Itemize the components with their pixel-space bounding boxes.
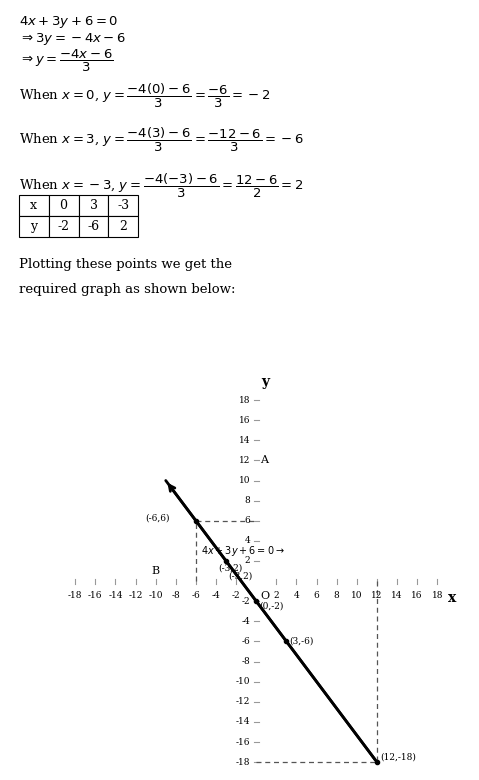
Text: 2: 2 [245, 556, 250, 566]
Text: -2: -2 [232, 591, 240, 600]
Text: (12,-18): (12,-18) [380, 753, 416, 761]
Text: -18: -18 [68, 591, 82, 600]
Text: -3: -3 [117, 199, 129, 212]
Text: O: O [260, 591, 269, 601]
Text: 3: 3 [90, 199, 98, 212]
Text: B: B [152, 566, 160, 576]
Text: 0: 0 [59, 199, 68, 212]
Text: 12: 12 [239, 456, 250, 465]
Text: When $x = 3$, $y = \dfrac{-4(3) - 6}{3} = \dfrac{-12 - 6}{3} = -6$: When $x = 3$, $y = \dfrac{-4(3) - 6}{3} … [19, 126, 304, 154]
Text: -8: -8 [171, 591, 180, 600]
Text: -6: -6 [241, 637, 250, 646]
FancyBboxPatch shape [19, 216, 49, 237]
Text: -4: -4 [241, 617, 250, 626]
Text: $\Rightarrow y = \dfrac{-4x - 6}{3}$: $\Rightarrow y = \dfrac{-4x - 6}{3}$ [19, 48, 113, 74]
Text: 10: 10 [351, 591, 363, 600]
Text: -12: -12 [128, 591, 143, 600]
Text: -4: -4 [212, 591, 220, 600]
FancyBboxPatch shape [79, 216, 108, 237]
Text: -12: -12 [236, 697, 250, 707]
Text: -8: -8 [241, 657, 250, 666]
FancyBboxPatch shape [49, 216, 79, 237]
Text: -14: -14 [108, 591, 123, 600]
Text: 16: 16 [239, 416, 250, 424]
Text: 10: 10 [239, 476, 250, 485]
Text: 2: 2 [119, 220, 127, 233]
Text: 6: 6 [314, 591, 319, 600]
Text: -18: -18 [236, 757, 250, 767]
Text: When $x = 0$, $y = \dfrac{-4(0) - 6}{3} = \dfrac{-6}{3} = -2$: When $x = 0$, $y = \dfrac{-4(0) - 6}{3} … [19, 83, 270, 111]
Text: x: x [448, 591, 456, 605]
FancyBboxPatch shape [79, 195, 108, 216]
Text: -14: -14 [236, 718, 250, 726]
Text: -10: -10 [148, 591, 163, 600]
Text: $\Rightarrow 3y = -4x - 6$: $\Rightarrow 3y = -4x - 6$ [19, 30, 126, 47]
Text: 18: 18 [432, 591, 443, 600]
Text: 12: 12 [371, 591, 383, 600]
Text: (-3,2): (-3,2) [218, 563, 242, 573]
Text: 6: 6 [244, 516, 250, 525]
Text: -6: -6 [192, 591, 200, 600]
FancyBboxPatch shape [49, 195, 79, 216]
Text: (0,-2): (0,-2) [259, 601, 284, 611]
Text: x: x [30, 199, 37, 212]
Text: -16: -16 [88, 591, 103, 600]
Text: (3,-6): (3,-6) [289, 637, 314, 646]
FancyBboxPatch shape [108, 195, 138, 216]
Text: (-6,6): (-6,6) [146, 513, 170, 523]
Text: -2: -2 [57, 220, 69, 233]
Text: $4x + 3y + 6 = 0 \rightarrow$: $4x + 3y + 6 = 0 \rightarrow$ [201, 544, 285, 558]
Text: 14: 14 [239, 436, 250, 445]
Text: 4: 4 [244, 537, 250, 545]
Text: required graph as shown below:: required graph as shown below: [19, 283, 235, 296]
Text: 14: 14 [391, 591, 403, 600]
Text: $4x + 3y + 6 = 0$: $4x + 3y + 6 = 0$ [19, 13, 118, 30]
Text: A: A [260, 456, 268, 466]
Text: -2: -2 [241, 597, 250, 606]
Text: 8: 8 [334, 591, 340, 600]
Text: 8: 8 [244, 496, 250, 505]
Text: y: y [261, 375, 269, 389]
FancyBboxPatch shape [19, 195, 49, 216]
Text: 18: 18 [239, 395, 250, 405]
Text: -16: -16 [236, 738, 250, 746]
FancyBboxPatch shape [108, 216, 138, 237]
Text: Plotting these points we get the: Plotting these points we get the [19, 258, 232, 271]
Text: When $x = -3$, $y = \dfrac{-4(-3) - 6}{3} = \dfrac{12 - 6}{2} = 2$: When $x = -3$, $y = \dfrac{-4(-3) - 6}{3… [19, 172, 304, 200]
Text: y: y [30, 220, 37, 233]
Text: 16: 16 [411, 591, 423, 600]
Text: 2: 2 [274, 591, 279, 600]
Text: -10: -10 [236, 677, 250, 686]
Text: -6: -6 [88, 220, 100, 233]
Text: 4: 4 [294, 591, 299, 600]
Text: (-3,2): (-3,2) [228, 572, 252, 580]
